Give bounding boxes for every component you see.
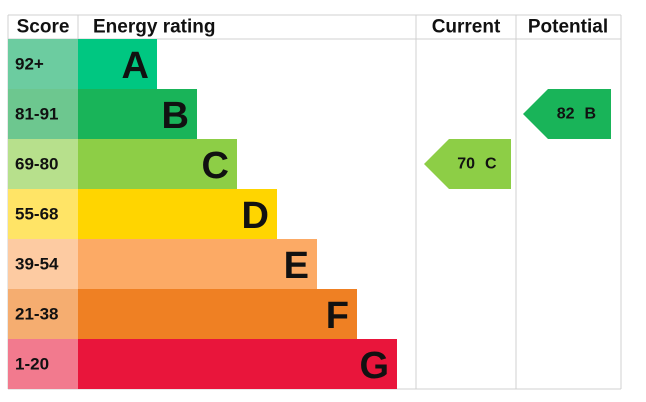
score-label: 21-38 <box>15 305 58 324</box>
current-letter: C <box>485 156 497 173</box>
score-cell <box>8 289 78 339</box>
score-cell <box>8 239 78 289</box>
score-cell <box>8 89 78 139</box>
rating-bar <box>78 289 357 339</box>
rating-letter: B <box>162 95 189 137</box>
score-label: 1-20 <box>15 355 49 374</box>
score-label: 39-54 <box>15 255 59 274</box>
rating-letter: A <box>122 45 149 87</box>
header-potential: Potential <box>528 17 608 38</box>
score-cell <box>8 339 78 389</box>
current-arrow <box>424 139 511 189</box>
header-rating: Energy rating <box>93 17 215 38</box>
score-label: 55-68 <box>15 205 58 224</box>
rating-letter: E <box>284 245 309 287</box>
rating-bar <box>78 239 317 289</box>
rating-bar <box>78 139 237 189</box>
header-current: Current <box>432 17 501 38</box>
rating-letter: C <box>202 145 229 187</box>
potential-value: 82 <box>557 106 575 123</box>
score-label: 81-91 <box>15 105 58 124</box>
score-cell <box>8 139 78 189</box>
rating-letter: G <box>359 345 389 387</box>
current-value: 70 <box>457 156 475 173</box>
rating-letter: F <box>326 295 349 337</box>
score-cell <box>8 39 78 89</box>
rating-letter: D <box>242 195 269 237</box>
potential-letter: B <box>585 106 597 123</box>
header-score: Score <box>17 17 70 38</box>
rating-bar <box>78 89 197 139</box>
rating-bar <box>78 339 397 389</box>
score-label: 69-80 <box>15 155 58 174</box>
score-cell <box>8 189 78 239</box>
rating-bar <box>78 39 157 89</box>
score-label: 92+ <box>15 55 44 74</box>
potential-arrow <box>523 89 611 139</box>
rating-bar <box>78 189 277 239</box>
